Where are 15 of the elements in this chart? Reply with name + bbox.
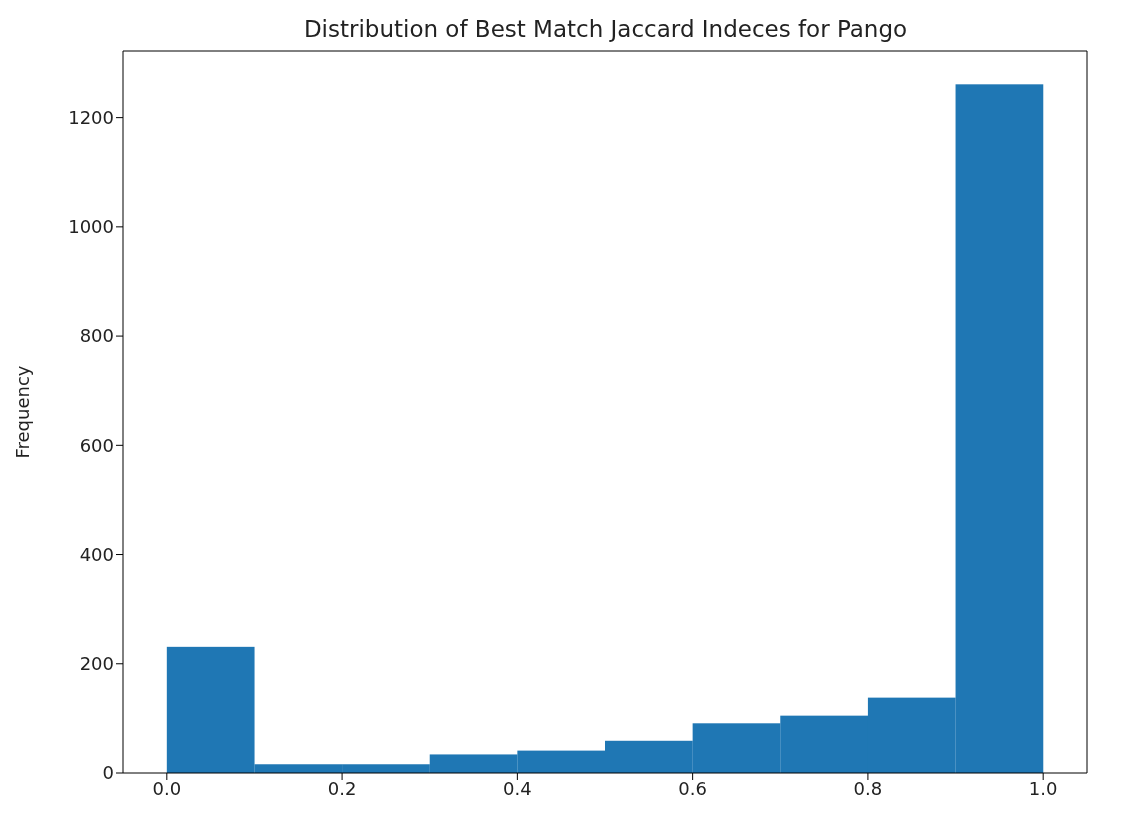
- y-tick-label: 200: [79, 653, 114, 675]
- x-tick-label: 0.4: [503, 777, 532, 799]
- x-tick-label: 1.0: [1028, 777, 1058, 799]
- y-tick-label: 400: [79, 543, 114, 565]
- chart-title: Distribution of Best Match Jaccard Indeces for Pango: [302, 16, 909, 42]
- y-tick-label: 600: [79, 434, 114, 456]
- x-tick-label: 0.0: [152, 777, 182, 799]
- x-tick-label: 0.8: [853, 777, 883, 799]
- y-tick-label: 0: [102, 762, 114, 784]
- y-axis-title: Frequency: [12, 365, 34, 459]
- x-tick-label: 0.2: [327, 777, 357, 799]
- y-tick-label: 1200: [68, 107, 114, 129]
- y-tick-label: 800: [79, 325, 114, 347]
- y-tick-label: 1000: [68, 216, 114, 238]
- x-tick-label: 0.6: [678, 777, 707, 799]
